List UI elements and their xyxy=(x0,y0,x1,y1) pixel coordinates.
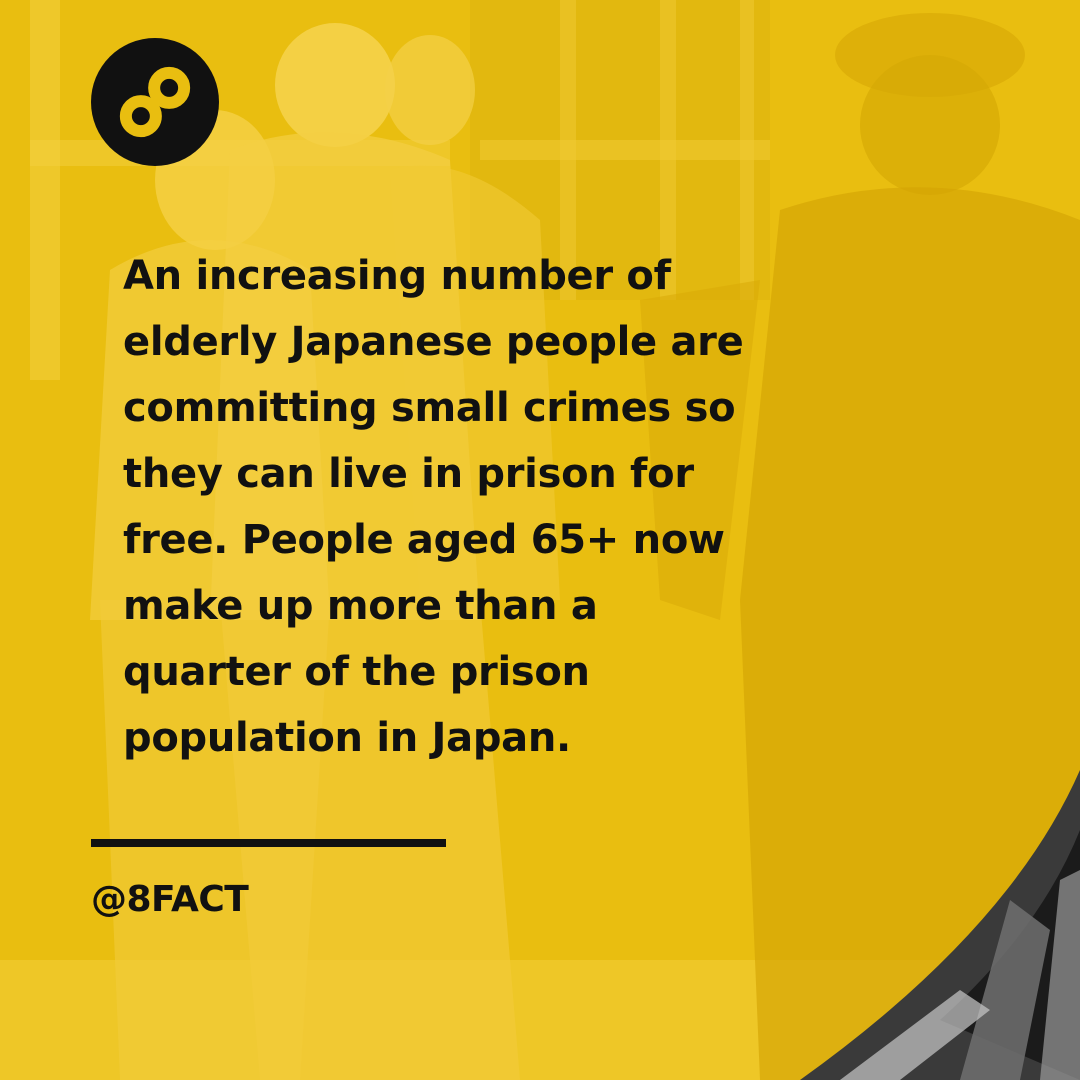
fact-line: quarter of the prison xyxy=(123,649,590,695)
fact-line: they can live in prison for xyxy=(123,451,694,497)
fact-line: population in Japan. xyxy=(123,715,571,761)
infinity-eight-icon xyxy=(119,66,191,138)
logo-badge xyxy=(91,38,219,166)
brand-handle: @8FACT xyxy=(91,879,249,920)
fact-line: make up more than a xyxy=(123,583,598,629)
fact-text: An increasing number of elderly Japanese… xyxy=(123,243,903,771)
fact-line: An increasing number of xyxy=(123,253,671,299)
fact-line: elderly Japanese people are xyxy=(123,319,744,365)
fact-line: free. People aged 65+ now xyxy=(123,517,725,563)
divider xyxy=(91,839,446,847)
fact-line: committing small crimes so xyxy=(123,385,736,431)
